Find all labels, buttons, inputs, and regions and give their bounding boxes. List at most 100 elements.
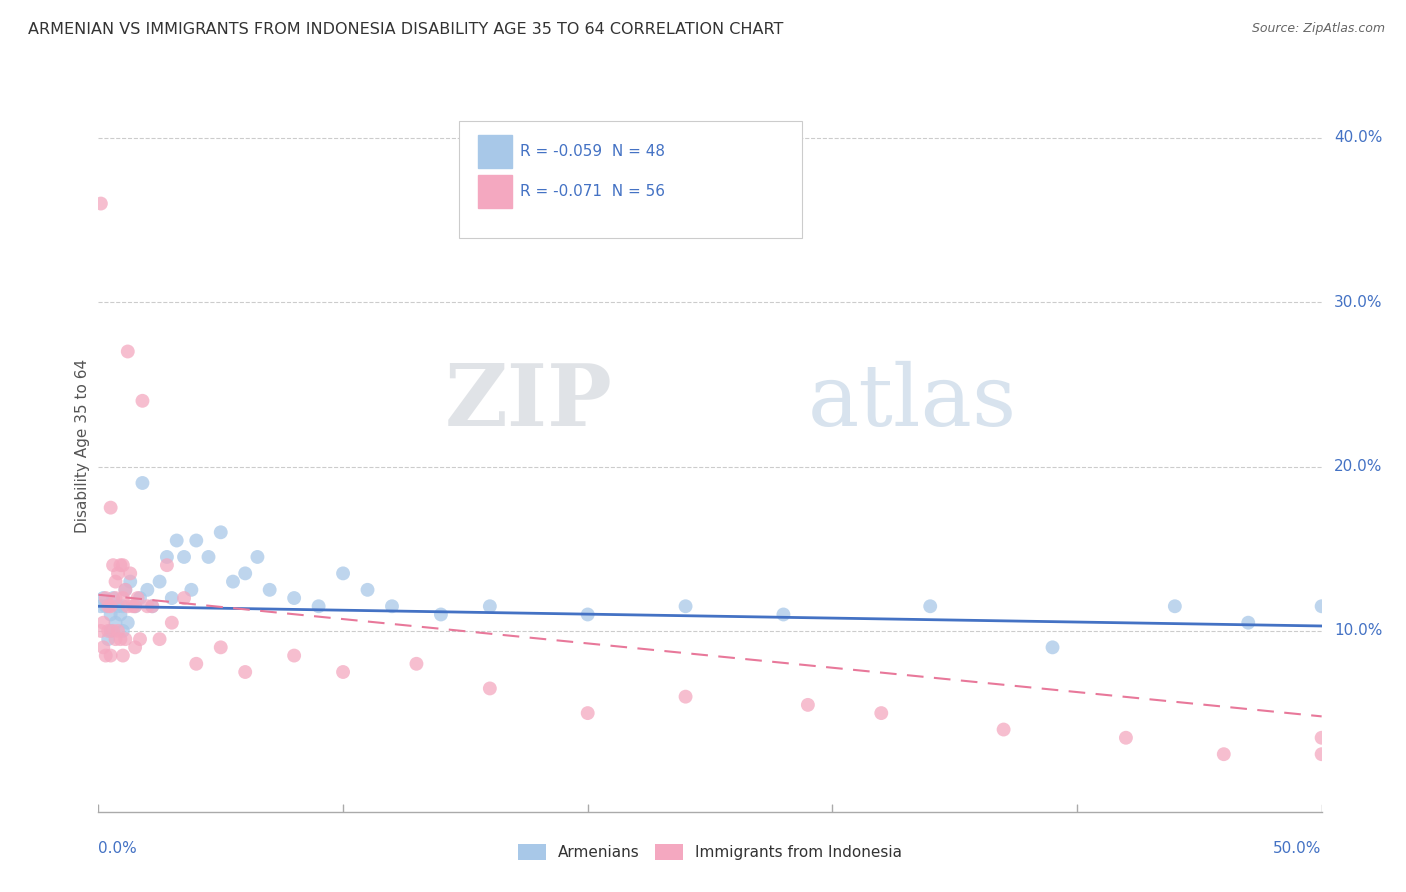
Point	[124, 599, 146, 614]
Point	[222, 574, 245, 589]
Point	[104, 574, 127, 589]
Point	[405, 657, 427, 671]
Point	[97, 632, 120, 647]
Text: Source: ZipAtlas.com: Source: ZipAtlas.com	[1251, 22, 1385, 36]
Point	[90, 624, 112, 638]
Point	[104, 615, 127, 630]
Point	[797, 698, 820, 712]
Point	[110, 632, 132, 647]
Point	[124, 599, 146, 614]
Point	[114, 582, 136, 597]
Point	[675, 599, 697, 614]
Point	[246, 549, 269, 564]
Point	[107, 624, 129, 638]
Point	[772, 607, 794, 622]
Point	[259, 582, 281, 597]
Point	[1310, 747, 1333, 762]
Point	[1042, 640, 1064, 655]
Point	[107, 566, 129, 581]
Point	[283, 648, 305, 663]
Point	[332, 665, 354, 679]
Point	[129, 591, 152, 605]
Point	[870, 706, 893, 720]
Point	[117, 599, 139, 614]
Text: atlas: atlas	[808, 360, 1017, 443]
Point	[120, 566, 142, 581]
Point	[91, 615, 114, 630]
Point	[156, 549, 179, 564]
Point	[576, 607, 599, 622]
Point	[920, 599, 942, 614]
Point	[1164, 599, 1187, 614]
Point	[100, 648, 122, 663]
Text: 30.0%: 30.0%	[1334, 294, 1382, 310]
Text: 20.0%: 20.0%	[1334, 459, 1382, 474]
Point	[107, 599, 129, 614]
Point	[1310, 599, 1333, 614]
Point	[430, 607, 453, 622]
Point	[156, 558, 179, 573]
Text: 10.0%: 10.0%	[1334, 624, 1382, 639]
Point	[160, 591, 183, 605]
Point	[186, 533, 208, 548]
Point	[94, 648, 117, 663]
Point	[131, 475, 153, 490]
Point	[160, 615, 183, 630]
Point	[114, 582, 136, 597]
Point	[131, 393, 153, 408]
Point	[101, 558, 124, 573]
Point	[90, 196, 112, 211]
Point	[283, 591, 305, 605]
Point	[478, 681, 501, 696]
Point	[233, 566, 256, 581]
Text: R = -0.059  N = 48: R = -0.059 N = 48	[520, 144, 665, 159]
Point	[186, 657, 208, 671]
Point	[100, 624, 122, 638]
Point	[104, 632, 127, 647]
Text: 50.0%: 50.0%	[1274, 841, 1322, 856]
FancyBboxPatch shape	[460, 120, 801, 237]
Point	[478, 599, 501, 614]
Point	[129, 632, 152, 647]
Point	[141, 599, 163, 614]
FancyBboxPatch shape	[478, 176, 512, 209]
Point	[173, 549, 195, 564]
Point	[117, 344, 139, 359]
Point	[308, 599, 330, 614]
Point	[104, 591, 127, 605]
Point	[117, 615, 139, 630]
Point	[576, 706, 599, 720]
Point	[111, 591, 134, 605]
Point	[1237, 615, 1260, 630]
Point	[111, 624, 134, 638]
FancyBboxPatch shape	[478, 136, 512, 168]
Text: 0.0%: 0.0%	[98, 841, 138, 856]
Point	[114, 632, 136, 647]
Point	[121, 599, 143, 614]
Point	[124, 640, 146, 655]
Point	[94, 591, 117, 605]
Legend: Armenians, Immigrants from Indonesia: Armenians, Immigrants from Indonesia	[512, 838, 908, 866]
Point	[197, 549, 219, 564]
Point	[111, 599, 134, 614]
Point	[173, 591, 195, 605]
Point	[94, 599, 117, 614]
Point	[120, 574, 142, 589]
Point	[127, 591, 149, 605]
Point	[100, 500, 122, 515]
Point	[209, 640, 232, 655]
Point	[91, 591, 114, 605]
Point	[100, 607, 122, 622]
Point	[110, 558, 132, 573]
Point	[111, 648, 134, 663]
Point	[90, 599, 112, 614]
Point	[100, 599, 122, 614]
Point	[332, 566, 354, 581]
Point	[101, 624, 124, 638]
Text: 40.0%: 40.0%	[1334, 130, 1382, 145]
Point	[1212, 747, 1234, 762]
Text: ZIP: ZIP	[444, 360, 612, 444]
Point	[149, 574, 172, 589]
Point	[111, 558, 134, 573]
Point	[101, 591, 124, 605]
